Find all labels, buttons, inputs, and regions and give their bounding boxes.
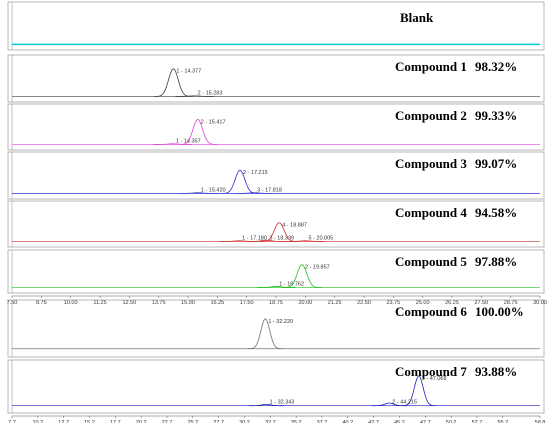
x-tick-label: 40.2 [342, 420, 353, 423]
x-tick-label: 26.25 [445, 300, 459, 306]
x-tick-label: 50.2 [446, 420, 457, 423]
x-tick-label: 27.50 [474, 300, 488, 306]
peak [371, 402, 407, 407]
panel-title: Compound 7 [395, 364, 467, 379]
panel-title: Compound 3 [395, 156, 467, 171]
x-tick-label: 13.75 [152, 300, 166, 306]
peak [234, 192, 274, 194]
peak [178, 118, 217, 145]
x-tick-label: 15.2 [84, 420, 95, 423]
x-tick-label: 27.7 [213, 420, 224, 423]
x-tick-label: 32.7 [265, 420, 276, 423]
x-tick-label: 22.50 [357, 300, 371, 306]
x-tick-label: 23.75 [386, 300, 400, 306]
x-tick-label: 7.7 [8, 420, 16, 423]
peak-label: 1 - 18.762 [279, 282, 304, 288]
panel-frame [7, 359, 545, 414]
x-tick-label: 35.2 [291, 420, 302, 423]
peak [282, 264, 322, 288]
x-tick-label: 28.75 [504, 300, 518, 306]
x-tick-label: 22.7 [162, 420, 173, 423]
x-tick-label: 12.50 [122, 300, 136, 306]
x-tick-label: 21.25 [328, 300, 342, 306]
panel-frame [7, 200, 545, 248]
peak-label: 1 - 15.420 [201, 187, 226, 193]
x-tick-label: 17.7 [110, 420, 121, 423]
x-tick-label: 52.7 [472, 420, 483, 423]
peak [249, 403, 285, 407]
peak-label: 3 - 18.339 [269, 235, 294, 241]
peak-label: 2 - 15.417 [201, 119, 226, 125]
peak-label: 1 - 32.220 [268, 319, 293, 325]
peak-label: 1 - 47.068 [422, 376, 447, 382]
x-tick-label: 15.00 [181, 300, 195, 306]
panel-title: Compound 6 [395, 304, 467, 319]
panel-title: Blank [400, 10, 434, 25]
peak [153, 143, 193, 145]
panel-frame [7, 151, 545, 200]
peak [401, 375, 437, 407]
purity: 99.07% [475, 156, 517, 171]
x-tick-label: 42.7 [368, 420, 379, 423]
purity: 94.58% [475, 205, 517, 220]
peak [178, 192, 218, 194]
panel-title: Compound 2 [395, 108, 467, 123]
panel-frame [7, 54, 545, 103]
peak-label: 2 - 15.283 [198, 90, 223, 96]
purity: 98.32% [475, 59, 517, 74]
x-tick-label: 37.7 [317, 420, 328, 423]
peak-label: 5 - 20.005 [308, 235, 333, 241]
panel-title: Compound 5 [395, 254, 467, 269]
purity: 97.88% [475, 254, 517, 269]
peak [175, 95, 214, 97]
peak [247, 318, 283, 350]
panel-frame [7, 103, 545, 151]
peak-label: 1 - 17.180 [242, 235, 267, 241]
peak-label: 2 - 44.215 [392, 400, 417, 406]
x-tick-label: 8.75 [36, 300, 47, 306]
x-tick-label: 12.7 [58, 420, 69, 423]
x-tick-label: 10.2 [32, 420, 43, 423]
peak-label: 3 - 17.818 [257, 187, 282, 193]
panel-frame [7, 249, 545, 294]
peak-label: 2 - 17.215 [243, 170, 268, 176]
panel-frame [7, 299, 545, 358]
peak-label: 1 - 32.343 [270, 400, 295, 406]
x-tick-label: 11.25 [93, 300, 106, 306]
peak [260, 222, 299, 242]
panel-frame [7, 1, 545, 51]
peak [257, 286, 296, 288]
x-tick-label: 20.00 [298, 300, 312, 306]
x-tick-label: 20.2 [136, 420, 147, 423]
purity: 93.88% [475, 364, 517, 379]
x-tick-label: 30.2 [239, 420, 250, 423]
peak-label: 2 - 19.857 [305, 265, 330, 271]
x-tick-label: 18.75 [269, 300, 283, 306]
x-tick-label: 30.00 [533, 300, 547, 306]
peak-label: 1 - 14.377 [176, 69, 201, 75]
x-tick-label: 45.2 [394, 420, 405, 423]
x-tick-label: 55.2 [497, 420, 508, 423]
peak [286, 240, 325, 242]
purity: 100.00% [475, 304, 524, 319]
peak [247, 239, 286, 242]
panel-title: Compound 4 [395, 205, 467, 220]
x-tick-label: 10.00 [64, 300, 78, 306]
x-tick-label: 16.25 [210, 300, 224, 306]
purity: 99.33% [475, 108, 517, 123]
x-tick-label: 25.2 [187, 420, 198, 423]
x-tick-label: 58.8 [535, 420, 546, 423]
peak [154, 68, 193, 97]
x-tick-label: 17.50 [240, 300, 254, 306]
panel-title: Compound 1 [395, 59, 467, 74]
x-tick-label: 25.00 [416, 300, 430, 306]
peak-label: 4 - 18.887 [282, 223, 307, 229]
x-tick-label: 47.7 [420, 420, 431, 423]
